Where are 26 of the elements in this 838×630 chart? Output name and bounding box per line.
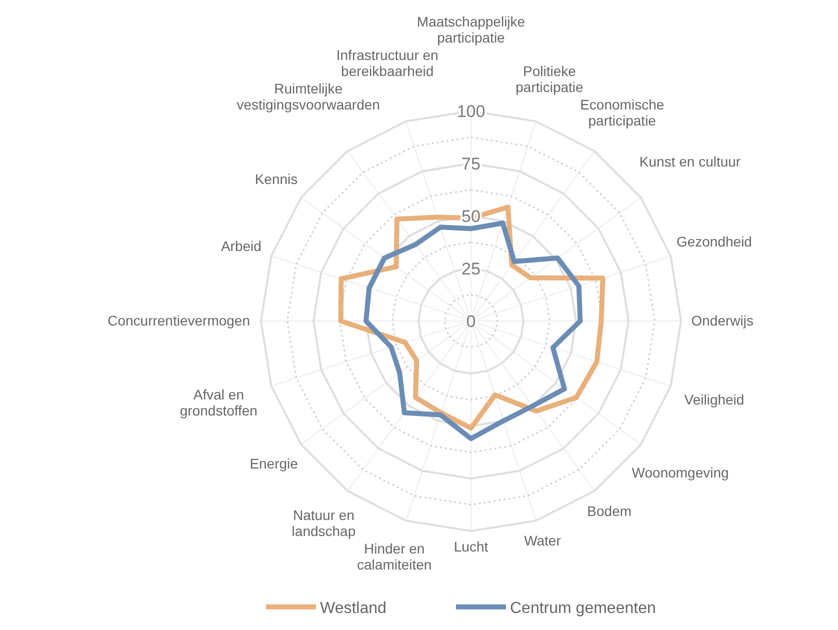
legend-label: Westland (320, 600, 386, 617)
spoke-label: Onderwijs (691, 312, 754, 328)
spoke-label: Energie (250, 456, 298, 472)
y-tick-label: 100 (456, 102, 486, 121)
spoke-label: Ruimtelijke vestigingsvoorwaarden (236, 80, 380, 113)
y-tick-label: 25 (462, 260, 480, 278)
spoke-label: Infrastructuur en bereikbaarheid (336, 47, 438, 80)
spoke-label: Bodem (587, 502, 632, 519)
spoke-label: Arbeid (220, 238, 262, 254)
spoke-label: Kunst en cultuur (639, 153, 741, 170)
legend-label: Centrum gemeenten (510, 600, 656, 617)
spoke-label: Politieke participatie (516, 62, 584, 95)
spoke-label: Lucht (454, 538, 488, 554)
spoke-label: Concurrentievermogen (108, 312, 250, 328)
y-tick-label: 75 (462, 154, 480, 174)
spoke-label: Maatschappelijke participatie (416, 13, 526, 46)
spoke-label: Gezondheid (676, 233, 752, 250)
y-tick-label: 0 (466, 312, 476, 331)
spoke-label: Afval en grondstoffen (180, 386, 258, 418)
spoke-label: Hinder en calamiteiten (357, 540, 432, 572)
spoke-label: Economische participatie (580, 96, 664, 128)
spoke-label: Natuur en landschap (292, 507, 356, 540)
spoke-label: Kennis (254, 170, 298, 187)
spoke-label: Water (524, 532, 562, 548)
spoke-label: Veiligheid (684, 392, 744, 408)
spoke-label: Woonomgeving (632, 464, 729, 481)
